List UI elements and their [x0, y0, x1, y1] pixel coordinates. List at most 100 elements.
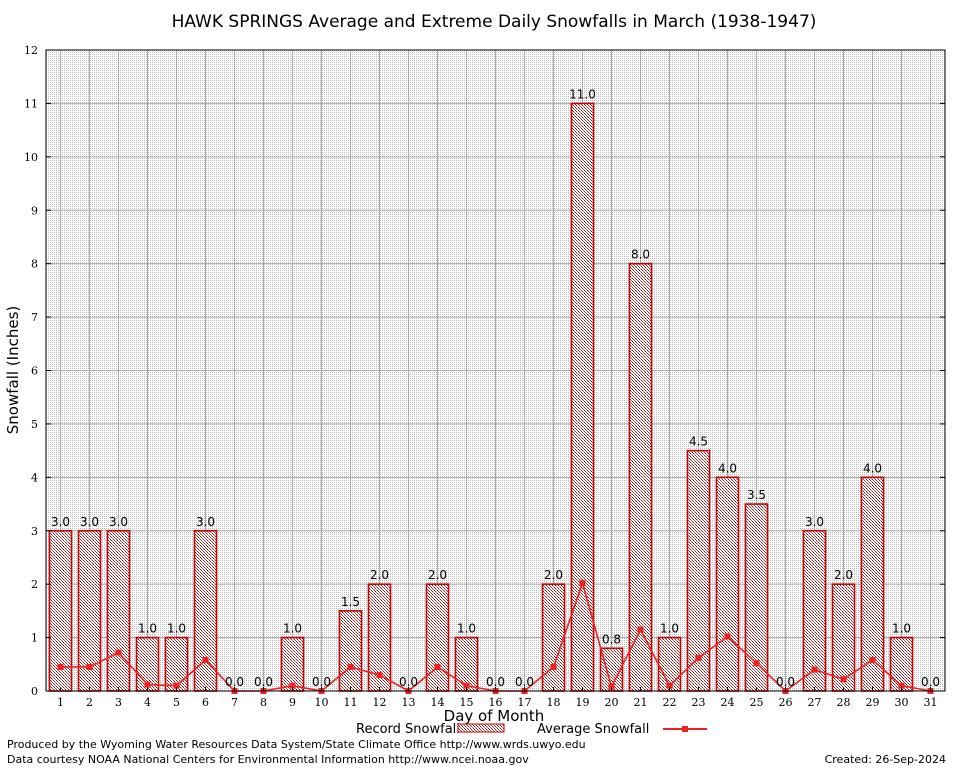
data-labels: 3.0 3.0 3.0 1.0 1.0 3.0 0.0 0.0 1.0 0.0 1.5 2.0 0.0 2… — [51, 87, 940, 689]
x-tick-label: 7 — [231, 696, 238, 709]
x-tick-label: 4 — [144, 696, 151, 709]
bar-value-label: 3.5 — [747, 488, 766, 502]
x-tick-label: 19 — [576, 696, 590, 709]
bar-value-label: 0.0 — [515, 675, 534, 689]
x-tick-label: 10 — [315, 696, 329, 709]
y-tick-label: 3 — [31, 525, 38, 538]
average-point — [86, 663, 93, 670]
x-tick-label: 28 — [837, 696, 851, 709]
bar-value-label: 3.0 — [196, 515, 215, 529]
average-point — [724, 633, 731, 640]
average-point — [666, 682, 673, 689]
bar-value-label: 0.0 — [225, 675, 244, 689]
record-bar — [106, 529, 131, 692]
x-tick-label: 6 — [202, 696, 209, 709]
average-point — [550, 663, 557, 670]
bar-value-label: 0.0 — [921, 675, 940, 689]
chart-title: HAWK SPRINGS Average and Extreme Daily S… — [172, 12, 817, 32]
average-point — [434, 663, 441, 670]
bar-value-label: 0.8 — [602, 632, 621, 646]
average-point — [695, 654, 702, 661]
x-tick-label: 30 — [895, 696, 909, 709]
bar-value-label: 4.0 — [718, 461, 737, 475]
average-point — [115, 649, 122, 656]
average-point — [608, 683, 615, 690]
credit-line-1: Produced by the Wyoming Water Resources … — [7, 738, 586, 751]
x-tick-label: 24 — [721, 696, 735, 709]
record-bar — [425, 583, 450, 692]
average-point — [840, 676, 847, 683]
created-date: Created: 26-Sep-2024 — [824, 753, 946, 766]
credit-line-2: Data courtesy NOAA National Centers for … — [7, 753, 529, 766]
bar-value-label: 1.0 — [138, 622, 157, 636]
average-point — [57, 663, 64, 670]
bar-value-label: 1.0 — [457, 622, 476, 636]
y-tick-label: 10 — [24, 151, 38, 164]
y-tick-label: 2 — [31, 578, 38, 591]
record-bar — [338, 610, 363, 692]
y-tick-label: 7 — [31, 311, 38, 324]
legend-label-average: Average Snowfall — [537, 722, 649, 737]
bar-value-label: 1.0 — [660, 622, 679, 636]
average-point — [173, 682, 180, 689]
record-bar — [715, 476, 740, 692]
y-tick-label: 0 — [31, 685, 38, 698]
bar-value-label: 1.5 — [341, 595, 360, 609]
bar-value-label: 4.5 — [689, 435, 708, 449]
bar-value-label: 0.0 — [399, 675, 418, 689]
average-point — [202, 657, 209, 664]
average-point — [289, 682, 296, 689]
average-point — [376, 671, 383, 678]
average-point — [463, 682, 470, 689]
average-point — [579, 580, 586, 587]
bar-value-label: 3.0 — [80, 515, 99, 529]
bar-value-label: 1.0 — [283, 622, 302, 636]
average-point — [637, 626, 644, 633]
x-tick-label: 15 — [460, 696, 474, 709]
average-point — [753, 660, 760, 667]
x-tick-label: 26 — [779, 696, 793, 709]
x-tick-label: 3 — [115, 696, 122, 709]
bar-value-label: 3.0 — [109, 515, 128, 529]
y-axis-label: Snowfall (Inches) — [4, 306, 22, 434]
bar-value-label: 8.0 — [631, 248, 650, 262]
record-bar — [541, 583, 566, 692]
x-tick-label: 5 — [173, 696, 180, 709]
x-tick-label: 1 — [57, 696, 64, 709]
bar-value-label: 2.0 — [370, 568, 389, 582]
y-tick-label: 11 — [24, 97, 38, 110]
x-axis-label: Day of Month — [444, 707, 545, 725]
bar-value-label: 11.0 — [569, 87, 596, 101]
x-tick-label: 27 — [808, 696, 822, 709]
legend-label-record: Record Snowfall — [356, 722, 460, 737]
bar-value-label: 2.0 — [428, 568, 447, 582]
bar-value-label: 0.0 — [776, 675, 795, 689]
y-tick-label: 6 — [31, 365, 38, 378]
y-tick-label: 4 — [31, 471, 38, 484]
y-tick-label: 8 — [31, 258, 38, 271]
y-tick-label: 1 — [31, 632, 38, 645]
x-tick-label: 9 — [289, 696, 296, 709]
bar-value-label: 4.0 — [863, 461, 882, 475]
bar-value-label: 3.0 — [805, 515, 824, 529]
x-tick-label: 22 — [663, 696, 677, 709]
bar-value-label: 3.0 — [51, 515, 70, 529]
x-tick-label: 12 — [373, 696, 387, 709]
bar-value-label: 0.0 — [312, 675, 331, 689]
average-point — [811, 666, 818, 673]
record-bar — [570, 102, 595, 692]
y-tick-label: 5 — [31, 418, 38, 431]
x-tick-label: 16 — [489, 696, 503, 709]
bar-value-label: 2.0 — [834, 568, 853, 582]
bar-value-label: 2.0 — [544, 568, 563, 582]
y-tick-label: 9 — [31, 204, 38, 217]
x-tick-label: 17 — [518, 696, 532, 709]
x-tick-label: 2 — [86, 696, 93, 709]
average-point — [869, 657, 876, 664]
x-tick-label: 31 — [924, 696, 938, 709]
bar-value-label: 1.0 — [892, 622, 911, 636]
bar-value-label: 1.0 — [167, 622, 186, 636]
average-point — [347, 663, 354, 670]
